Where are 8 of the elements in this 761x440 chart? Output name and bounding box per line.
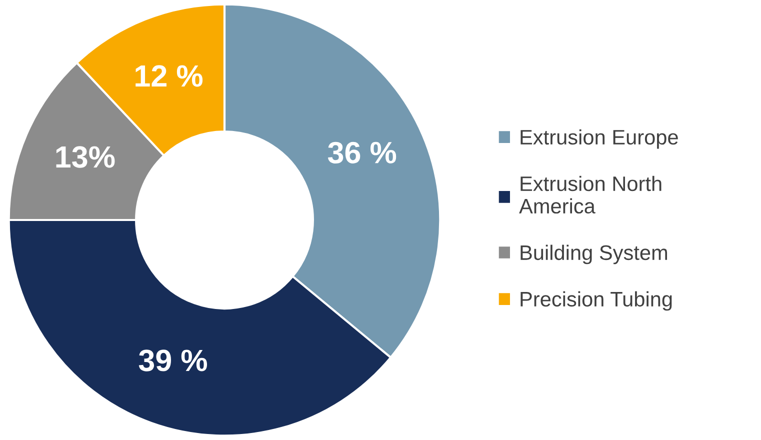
legend-label: Building System: [520, 244, 668, 264]
legend-label: Extrusion Europe: [520, 129, 678, 149]
legend-label: Extrusion North America: [519, 176, 662, 214]
legend-label: Precision Tubing: [520, 291, 672, 311]
data-label: 12 %: [136, 65, 203, 87]
data-label: 39 %: [138, 350, 208, 372]
data-label: 13%: [56, 146, 115, 168]
data-label: 36 %: [328, 142, 396, 164]
